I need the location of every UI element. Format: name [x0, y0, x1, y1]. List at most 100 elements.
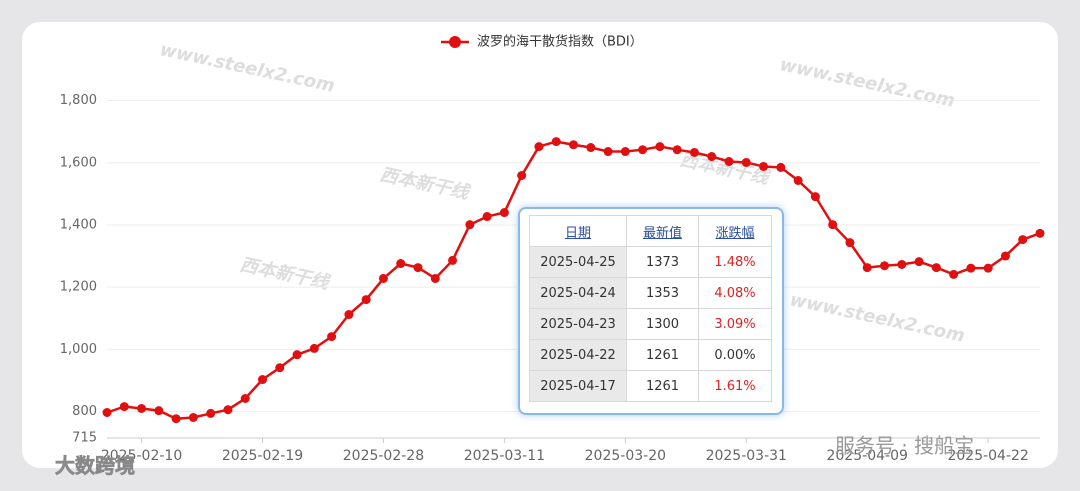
- data-point: [309, 343, 319, 353]
- data-point: [448, 255, 458, 265]
- table-cell: 1.61%: [698, 370, 772, 402]
- table-cell: 4.08%: [698, 277, 772, 309]
- footer-right: 服务号 · 搜船宝: [835, 434, 974, 458]
- x-tick-label: 2025-04-09: [827, 448, 908, 464]
- x-tick-label: 2025-02-10: [101, 448, 182, 464]
- data-point: [897, 259, 907, 269]
- table-cell: 2025-04-25: [529, 246, 627, 278]
- data-point: [931, 263, 941, 273]
- data-point: [258, 375, 267, 385]
- data-point: [655, 142, 665, 152]
- data-point: [137, 403, 147, 413]
- data-point: [465, 220, 475, 230]
- table-cell: 1373: [626, 246, 699, 278]
- data-point: [171, 414, 181, 424]
- y-tick-label: 715: [72, 431, 97, 446]
- x-tick-label: 2025-02-28: [343, 448, 424, 464]
- y-tick-label: 1,000: [60, 342, 97, 357]
- table-row: 2025-04-22 1261 0.00%: [529, 339, 772, 371]
- data-point: [327, 332, 337, 342]
- table-row: 2025-04-23 1300 3.09%: [529, 308, 772, 340]
- watermark: www.steelx2.com: [778, 54, 957, 112]
- data-table: 日期 最新值 涨跌幅 2025-04-25 1373 1.48% 2025-04-24 135…: [518, 207, 784, 415]
- table-cell: 1.48%: [698, 246, 772, 278]
- data-point: [759, 161, 769, 171]
- data-point: [828, 220, 838, 230]
- table-row: 2025-04-24 1353 4.08%: [529, 277, 772, 309]
- y-tick-label: 1,600: [60, 155, 97, 170]
- table-row: 2025-04-25 1373 1.48%: [529, 246, 772, 278]
- data-point: [119, 402, 129, 412]
- data-point: [862, 263, 872, 273]
- data-point: [569, 140, 578, 150]
- data-point: [240, 394, 250, 404]
- data-point: [206, 408, 216, 418]
- table-header[interactable]: 涨跌幅: [698, 215, 772, 247]
- legend-label: 波罗的海干散货指数（BDI）: [477, 34, 643, 50]
- table-cell: 3.09%: [698, 308, 772, 340]
- data-point: [1035, 228, 1045, 238]
- watermark: 西本新干线: [238, 254, 332, 294]
- x-tick-label: 2025-03-11: [464, 448, 545, 464]
- data-point: [154, 406, 164, 416]
- data-point: [361, 295, 371, 305]
- data-point: [396, 259, 406, 269]
- data-point: [517, 171, 527, 181]
- y-tick-label: 800: [72, 404, 97, 419]
- data-point: [707, 152, 717, 162]
- legend-marker: [449, 36, 461, 48]
- y-tick-label: 1,200: [60, 280, 97, 295]
- data-point: [880, 261, 889, 271]
- watermark: www.steelx2.com: [788, 289, 967, 347]
- table-cell: 0.00%: [698, 339, 772, 371]
- data-point: [776, 162, 786, 172]
- data-point: [223, 405, 233, 415]
- data-point: [378, 273, 388, 283]
- table-header[interactable]: 最新值: [626, 215, 699, 247]
- watermark: 西本新干线: [378, 164, 472, 204]
- table-row: 2025-04-17 1261 1.61%: [529, 370, 772, 402]
- table-header[interactable]: 日期: [529, 215, 627, 247]
- data-point: [430, 273, 440, 283]
- data-point: [845, 238, 855, 248]
- data-point: [413, 263, 423, 273]
- data-point: [793, 175, 803, 185]
- data-point: [914, 257, 924, 267]
- table-cell: 1353: [626, 277, 699, 309]
- x-tick-label: 2025-04-22: [947, 448, 1028, 464]
- data-point: [482, 212, 492, 222]
- data-point: [275, 363, 285, 373]
- data-point: [741, 157, 751, 167]
- table-cell: 2025-04-24: [529, 277, 627, 309]
- x-tick-label: 2025-03-31: [706, 448, 787, 464]
- data-point: [551, 137, 561, 147]
- table-cell: 2025-04-17: [529, 370, 627, 402]
- data-point: [344, 310, 354, 320]
- y-tick-label: 1,800: [60, 93, 97, 108]
- data-point: [689, 147, 699, 157]
- data-point: [1000, 251, 1010, 261]
- data-point: [1018, 235, 1028, 245]
- x-tick-label: 2025-02-19: [222, 448, 303, 464]
- data-point: [603, 147, 613, 157]
- data-point: [586, 143, 596, 153]
- header-row: 日期 最新值 涨跌幅: [529, 215, 772, 247]
- footer-left: 大数跨境: [55, 454, 135, 478]
- x-tick-label: 2025-03-20: [585, 448, 666, 464]
- table-cell: 1261: [626, 339, 699, 371]
- data-point: [534, 142, 544, 152]
- data-point: [983, 263, 993, 273]
- data-point: [966, 263, 976, 273]
- watermark: www.steelx2.com: [158, 39, 337, 97]
- y-tick-label: 1,400: [60, 217, 97, 232]
- data-point: [638, 145, 648, 155]
- data-point: [949, 269, 959, 279]
- data-point: [499, 208, 509, 218]
- data-point: [292, 350, 302, 360]
- table-cell: 2025-04-22: [529, 339, 627, 371]
- table-cell: 1261: [626, 370, 699, 402]
- data-point: [102, 407, 112, 417]
- table-cell: 2025-04-23: [529, 308, 627, 340]
